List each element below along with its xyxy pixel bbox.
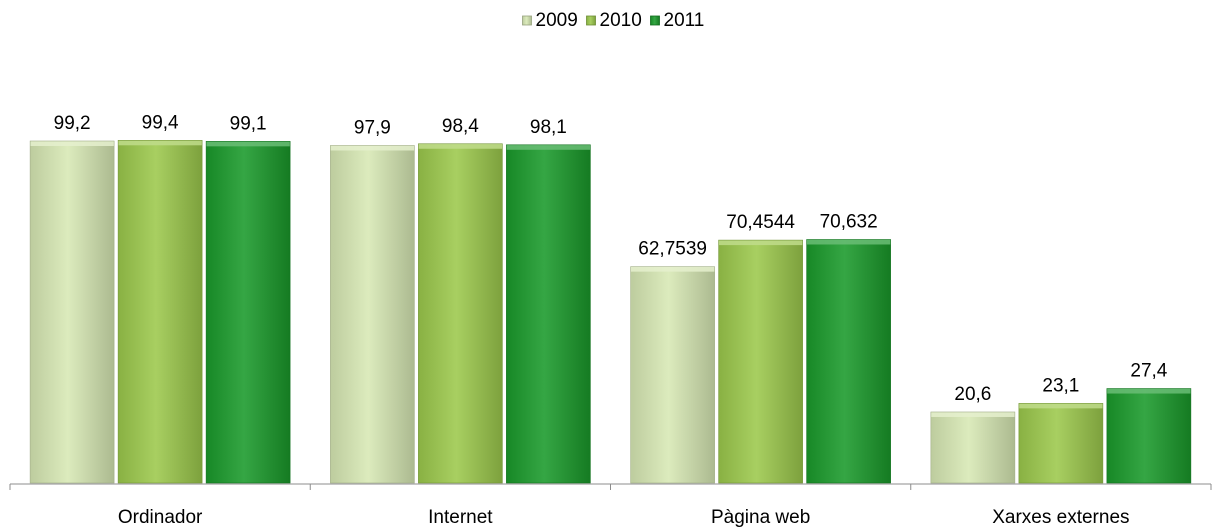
data-label-2009-2: 62,7539: [638, 239, 707, 260]
category-label-1: Internet: [428, 507, 493, 528]
data-label-2011-1: 98,1: [530, 117, 567, 138]
category-label-2: Pàgina web: [711, 507, 810, 528]
data-label-2011-3: 27,4: [1130, 361, 1167, 382]
legend-label-2011: 2011: [664, 10, 705, 31]
bar-2011-2: [806, 239, 891, 484]
legend-item-2009: 2009: [522, 10, 578, 31]
bar-2011-0: [205, 141, 291, 484]
bar-2011-3: [1106, 388, 1192, 484]
category-label-3: Xarxes externes: [992, 507, 1129, 528]
category-label-0: Ordinador: [118, 507, 203, 528]
bars-group: [29, 140, 1192, 484]
legend-item-2010: 2010: [586, 10, 642, 31]
legend-item-2011: 2011: [650, 10, 705, 31]
bar-2010-2: [718, 239, 803, 484]
legend-swatch-2010: [586, 15, 596, 26]
bar-2009-2: [630, 266, 715, 484]
bar-2010-3: [1018, 403, 1104, 484]
data-label-2009-1: 97,9: [354, 117, 391, 138]
legend-label-2010: 2010: [600, 10, 642, 31]
legend: 2009 2010 2011: [522, 10, 705, 31]
data-label-2010-2: 70,4544: [726, 212, 795, 233]
data-label-2010-3: 23,1: [1042, 375, 1079, 396]
x-axis: Ordinador Internet Pàgina web Xarxes extern…: [9, 483, 1212, 528]
legend-label-2009: 2009: [536, 10, 578, 31]
bar-2011-1: [506, 144, 591, 484]
data-label-2009-0: 99,2: [54, 113, 91, 134]
data-label-2010-1: 98,4: [442, 116, 479, 137]
bar-2010-1: [418, 143, 503, 484]
bar-2009-3: [930, 411, 1016, 484]
data-label-2011-2: 70,632: [820, 211, 878, 232]
legend-swatch-2011: [650, 15, 660, 26]
data-label-2010-0: 99,4: [142, 112, 179, 133]
bar-2009-1: [330, 145, 415, 484]
bar-2009-0: [29, 140, 115, 484]
data-label-2011-0: 99,1: [230, 113, 267, 134]
data-labels-group: 99,2 99,4 99,1 97,9 98,4 98,1 62,7539 70,4544 70…: [54, 112, 1168, 405]
data-label-2009-3: 20,6: [954, 384, 991, 405]
bar-2010-0: [117, 140, 203, 484]
legend-swatch-2009: [522, 15, 532, 26]
